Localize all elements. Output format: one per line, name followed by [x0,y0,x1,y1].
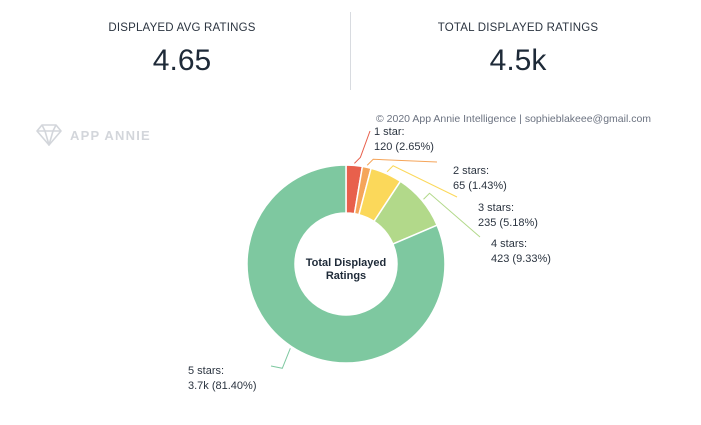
center-label-line-1: Total Displayed [306,257,386,269]
slice-label-5-stars: 5 stars: [188,365,224,377]
avg-ratings-value: 4.65 [152,44,212,77]
slice-value-label-5-stars: 3.7k (81.40%) [188,380,256,392]
slice-value-label-3-stars: 235 (5.18%) [478,217,538,229]
slice-5-stars[interactable] [246,164,446,364]
slice-value-label-4-stars: 423 (9.33%) [491,253,551,265]
leader-line-4-stars [423,192,481,238]
leader-line-1-star [354,130,371,164]
copyright-text: © 2020 App Annie Intelligence | sophiebl… [376,113,652,125]
leader-line-2-stars [366,158,438,166]
total-ratings-label: TOTAL DISPLAYED RATINGS [437,22,599,34]
slice-label-2-stars: 2 stars: [453,165,489,177]
diamond-logo-icon [36,124,62,146]
total-ratings-kpi: TOTAL DISPLAYED RATINGS 4.5k [405,22,631,78]
slice-label-1-star: 1 star: [374,126,405,138]
app-annie-watermark: APP ANNIE [36,123,151,147]
watermark-brand-text: APP ANNIE [70,127,151,143]
leader-line-3-stars [386,165,458,198]
leader-line-5-stars [270,348,291,369]
avg-ratings-label: DISPLAYED AVG RATINGS [108,22,256,34]
slice-label-4-stars: 4 stars: [491,238,527,250]
kpi-divider [350,12,351,90]
total-ratings-value: 4.5k [489,44,547,77]
slice-label-3-stars: 3 stars: [478,202,514,214]
center-label-line-2: Ratings [326,270,366,282]
slice-value-label-1-star: 120 (2.65%) [374,141,434,153]
avg-ratings-kpi: DISPLAYED AVG RATINGS 4.65 [82,22,282,78]
slice-value-label-2-stars: 65 (1.43%) [453,180,507,192]
